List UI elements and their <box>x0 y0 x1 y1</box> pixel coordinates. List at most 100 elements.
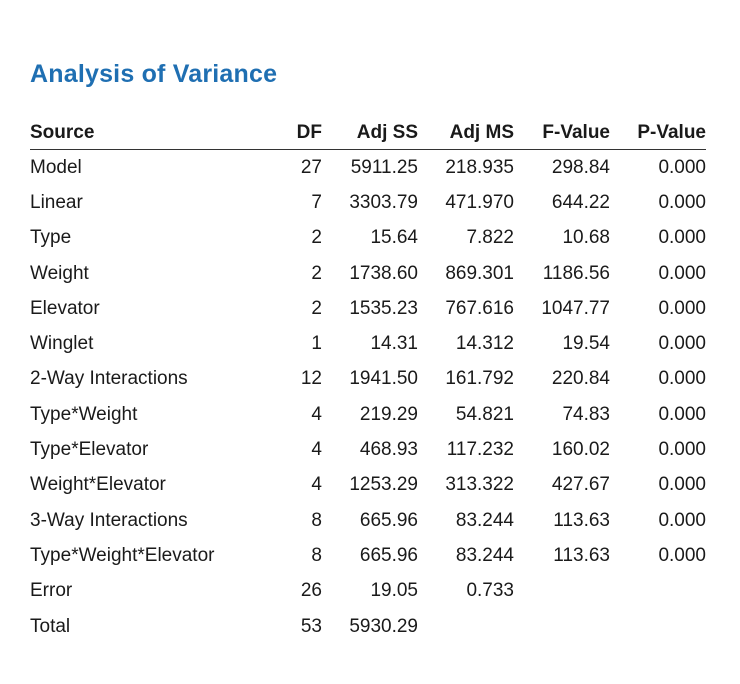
row-p-value: 0.000 <box>658 403 706 425</box>
row-df: 2 <box>311 227 322 249</box>
row-p-value: 0.000 <box>658 439 706 461</box>
table-row: Type*Elevator 4 468.93 117.232 160.02 0.… <box>30 432 706 467</box>
row-p-value: 0.000 <box>658 544 706 566</box>
row-p-value: 0.000 <box>658 297 706 319</box>
row-f-value <box>514 609 610 644</box>
row-source: Type*Weight*Elevator <box>30 544 215 566</box>
table-row: Winglet 1 14.31 14.312 19.54 0.000 <box>30 326 706 361</box>
row-adj-ms: 869.301 <box>445 262 514 284</box>
row-df: 12 <box>300 368 322 390</box>
row-source: Total <box>30 615 71 637</box>
row-adj-ss: 1253.29 <box>349 474 418 496</box>
row-df: 26 <box>300 580 322 602</box>
row-adj-ss: 219.29 <box>359 403 418 425</box>
table-row: Total 53 5930.29 <box>30 609 706 644</box>
header-df: DF <box>292 117 322 150</box>
section-title: Analysis of Variance <box>30 60 278 88</box>
row-p-value: 0.000 <box>658 156 706 178</box>
table-row: Weight*Elevator 4 1253.29 313.322 427.67… <box>30 468 706 503</box>
row-adj-ss: 1738.60 <box>349 262 418 284</box>
row-p-value: 0.000 <box>658 333 706 355</box>
row-source: Type*Weight <box>30 403 138 425</box>
row-source: Winglet <box>30 333 94 355</box>
row-f-value: 427.67 <box>551 474 610 496</box>
row-p-value: 0.000 <box>658 474 706 496</box>
anova-table: Source DF Adj SS Adj MS F-Value P-Value … <box>30 117 706 644</box>
row-df: 1 <box>311 333 322 355</box>
row-adj-ms: 7.822 <box>466 227 514 249</box>
row-f-value: 1047.77 <box>541 297 610 319</box>
row-f-value: 160.02 <box>551 439 610 461</box>
row-f-value: 1186.56 <box>542 262 610 284</box>
row-adj-ms: 161.792 <box>445 368 514 390</box>
row-p-value: 0.000 <box>658 509 706 531</box>
row-source: Type <box>30 227 72 249</box>
row-df: 4 <box>311 474 322 496</box>
row-f-value: 220.84 <box>551 368 610 390</box>
table-header-row: Source DF Adj SS Adj MS F-Value P-Value <box>30 117 706 150</box>
row-source: Weight <box>30 262 89 284</box>
row-adj-ms <box>418 609 514 644</box>
row-source: Weight*Elevator <box>30 474 166 496</box>
row-f-value: 113.63 <box>553 544 610 566</box>
row-df: 53 <box>300 615 322 637</box>
row-df: 8 <box>311 509 322 531</box>
table-row: Weight 2 1738.60 869.301 1186.56 0.000 <box>30 256 706 291</box>
row-adj-ss: 15.64 <box>370 227 418 249</box>
row-adj-ss: 468.93 <box>359 439 418 461</box>
row-df: 27 <box>300 156 322 178</box>
row-f-value: 113.63 <box>553 509 610 531</box>
row-f-value: 10.68 <box>562 227 610 249</box>
row-adj-ss: 665.96 <box>359 544 418 566</box>
row-adj-ms: 313.322 <box>445 474 514 496</box>
table-row: Type*Weight 4 219.29 54.821 74.83 0.000 <box>30 397 706 432</box>
row-adj-ms: 54.821 <box>455 403 514 425</box>
row-p-value: 0.000 <box>658 368 706 390</box>
row-adj-ms: 83.244 <box>455 544 514 566</box>
row-source: Linear <box>30 191 83 213</box>
table-row: Linear 7 3303.79 471.970 644.22 0.000 <box>30 185 706 220</box>
row-adj-ss: 3303.79 <box>349 191 418 213</box>
row-df: 2 <box>311 297 322 319</box>
row-source: Type*Elevator <box>30 439 149 461</box>
table-row: Error 26 19.05 0.733 <box>30 574 706 609</box>
row-f-value: 644.22 <box>551 191 610 213</box>
row-f-value: 298.84 <box>551 156 610 178</box>
row-f-value: 19.54 <box>562 333 610 355</box>
row-source: Model <box>30 156 82 178</box>
row-p-value <box>610 574 706 609</box>
row-df: 4 <box>311 403 322 425</box>
row-p-value: 0.000 <box>658 227 706 249</box>
row-adj-ms: 471.970 <box>445 191 514 213</box>
header-p-value: P-Value <box>610 117 706 150</box>
table-row: 2-Way Interactions 12 1941.50 161.792 22… <box>30 362 706 397</box>
table-row: Model 27 5911.25 218.935 298.84 0.000 <box>30 150 706 186</box>
row-adj-ss: 1535.23 <box>349 297 418 319</box>
row-adj-ms: 767.616 <box>445 297 514 319</box>
row-adj-ms: 218.935 <box>445 156 514 178</box>
row-p-value: 0.000 <box>658 191 706 213</box>
row-adj-ss: 19.05 <box>370 580 418 602</box>
row-adj-ss: 1941.50 <box>349 368 418 390</box>
row-adj-ss: 5930.29 <box>349 615 418 637</box>
row-adj-ss: 14.31 <box>370 333 418 355</box>
row-source: 3-Way Interactions <box>30 509 188 531</box>
row-f-value: 74.83 <box>562 403 610 425</box>
row-adj-ss: 665.96 <box>359 509 418 531</box>
row-adj-ms: 0.733 <box>466 580 514 602</box>
row-adj-ss: 5911.25 <box>350 156 418 178</box>
header-source: Source <box>30 117 292 150</box>
row-adj-ms: 14.312 <box>455 333 514 355</box>
row-df: 4 <box>311 439 322 461</box>
header-f-value: F-Value <box>514 117 610 150</box>
row-source: Error <box>30 580 73 602</box>
table-row: Type*Weight*Elevator 8 665.96 83.244 113… <box>30 538 706 573</box>
row-source: Elevator <box>30 297 100 319</box>
row-df: 7 <box>311 191 322 213</box>
row-adj-ms: 117.232 <box>446 439 514 461</box>
row-df: 8 <box>311 544 322 566</box>
row-source: 2-Way Interactions <box>30 368 188 390</box>
header-adj-ss: Adj SS <box>322 117 418 150</box>
row-p-value: 0.000 <box>658 262 706 284</box>
